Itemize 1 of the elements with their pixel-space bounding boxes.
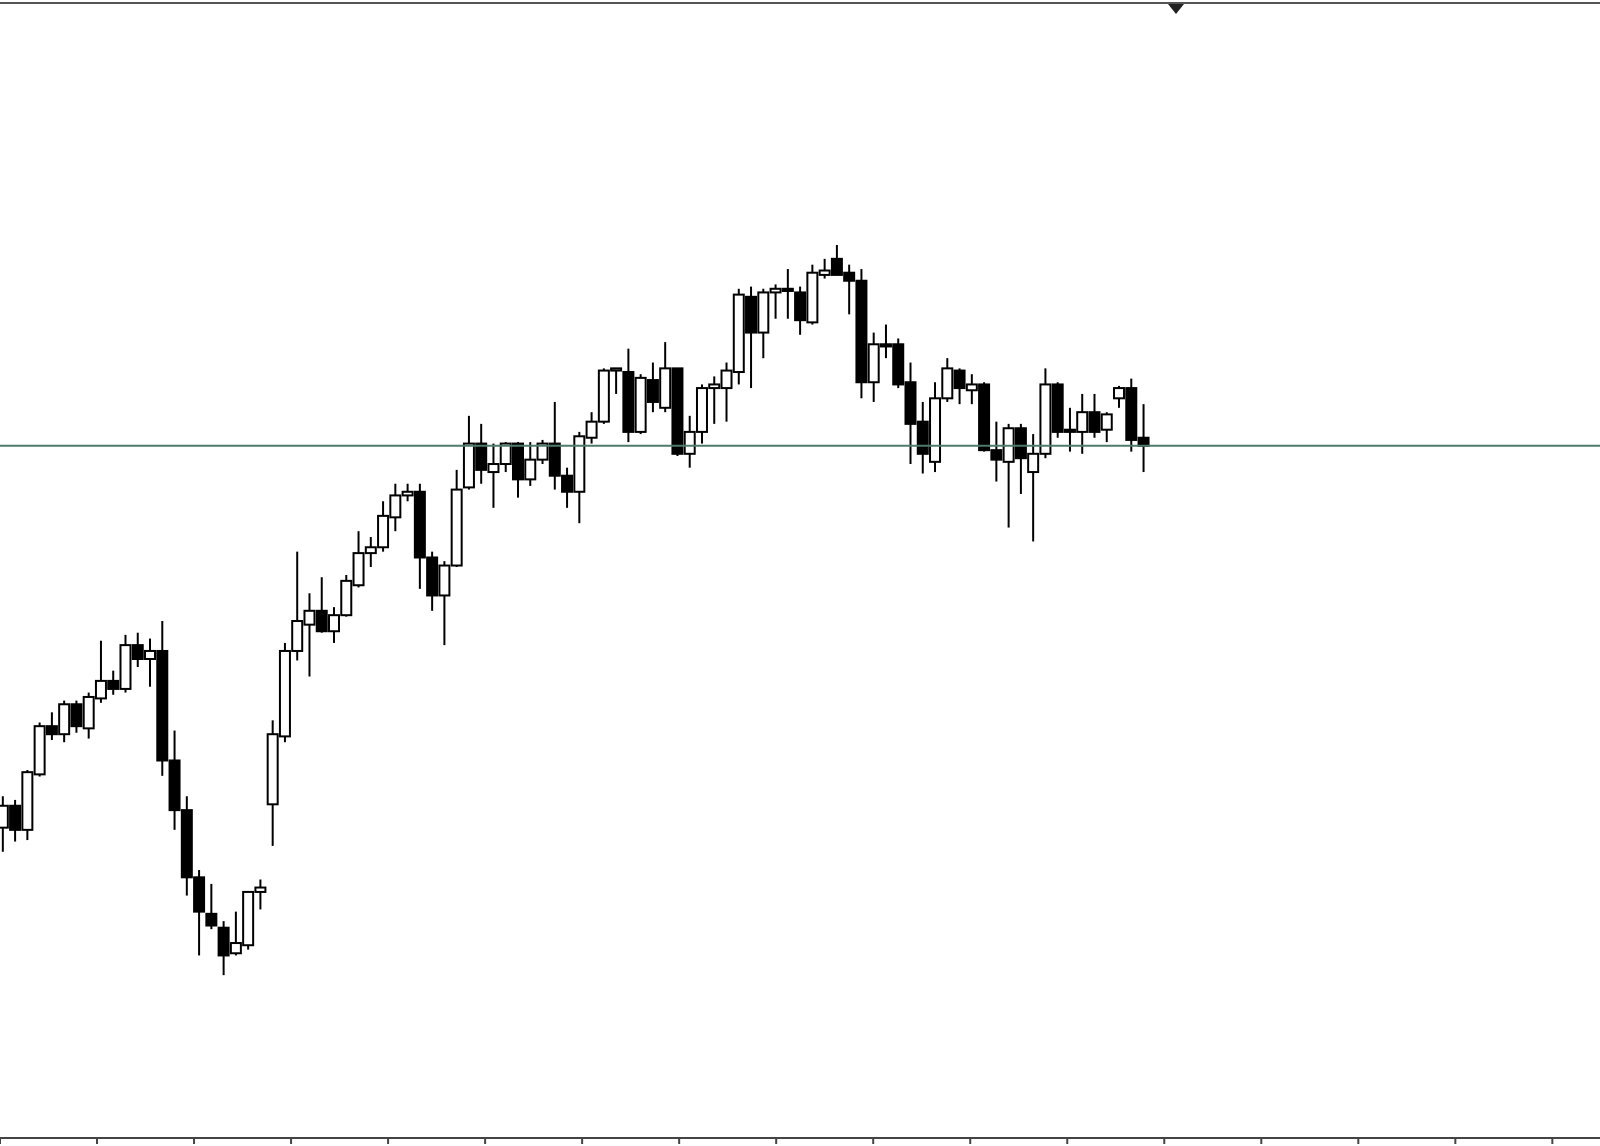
candlestick — [205, 882, 218, 931]
